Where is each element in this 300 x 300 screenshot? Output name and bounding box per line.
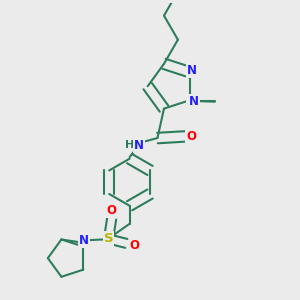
Text: N: N — [189, 94, 199, 107]
Text: N: N — [79, 234, 89, 247]
Text: N: N — [187, 95, 197, 108]
Text: O: O — [130, 238, 140, 251]
Text: O: O — [106, 204, 117, 217]
Text: N: N — [134, 139, 144, 152]
Text: H: H — [125, 140, 134, 150]
Text: S: S — [103, 232, 113, 245]
Text: N: N — [187, 64, 197, 77]
Text: O: O — [186, 130, 196, 143]
